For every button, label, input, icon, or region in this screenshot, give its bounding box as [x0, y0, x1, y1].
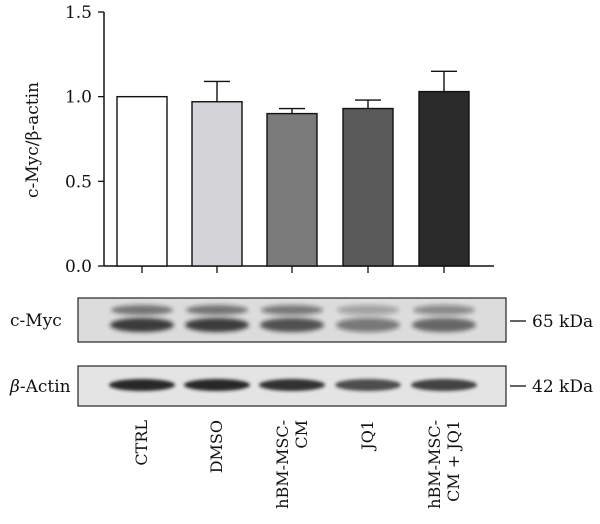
blot-c-myc: c-Myc 65 kDa — [10, 297, 593, 343]
blot-band — [337, 305, 399, 315]
bar-dmso — [191, 101, 243, 267]
category-label: JQ1 — [358, 420, 377, 452]
category-label: hBM-MSC-CM + JQ1 — [425, 420, 463, 509]
blot-band — [261, 305, 323, 315]
y-tick-label: 1.5 — [65, 3, 92, 23]
bands-beta-actin — [109, 379, 477, 391]
bar-chart: c-Myc/β-actin 0.0 0.5 1.0 1.5 — [23, 3, 494, 277]
blot-band — [412, 318, 476, 332]
blot-band — [185, 318, 249, 332]
blot-band — [411, 379, 477, 391]
marker-label-65: 65 kDa — [532, 312, 593, 332]
y-tick-label: 0.0 — [65, 257, 92, 277]
category-label: hBM-MSC-CM — [273, 420, 311, 509]
blot-band — [335, 379, 401, 391]
blot-band — [109, 379, 175, 391]
blot-band — [260, 318, 324, 332]
category-labels: CTRL DMSO hBM-MSC-CM JQ1 hBM-MSC-CM + JQ1 — [132, 420, 463, 509]
blot-label-beta-actin: β-Actin — [9, 377, 71, 397]
blot-band — [184, 379, 250, 391]
y-tick-label: 0.5 — [65, 172, 92, 192]
blot-band — [186, 305, 248, 315]
y-axis-title: c-Myc/β-actin — [23, 82, 43, 198]
marker-label-42: 42 kDa — [532, 377, 593, 397]
y-ticks: 0.0 0.5 1.0 1.5 — [65, 3, 104, 277]
bands-c-myc — [110, 305, 476, 332]
blot-band — [111, 305, 173, 315]
y-tick-label: 1.0 — [65, 88, 92, 108]
bar-hbm-msc-cm-jq1 — [418, 90, 470, 267]
bar-ctrl — [116, 95, 168, 267]
bars — [116, 70, 470, 273]
blot-label-c-myc: c-Myc — [10, 311, 62, 331]
bar-hbm-msc-cm — [266, 112, 318, 267]
blot-band — [413, 305, 475, 315]
category-label: CTRL — [132, 420, 151, 466]
blot-band — [336, 318, 400, 332]
bar-jq1 — [342, 107, 394, 267]
blot-band — [110, 318, 174, 332]
category-label: DMSO — [207, 420, 226, 473]
blot-band — [259, 379, 325, 391]
blot-beta-actin: β-Actin 42 kDa — [9, 365, 593, 407]
